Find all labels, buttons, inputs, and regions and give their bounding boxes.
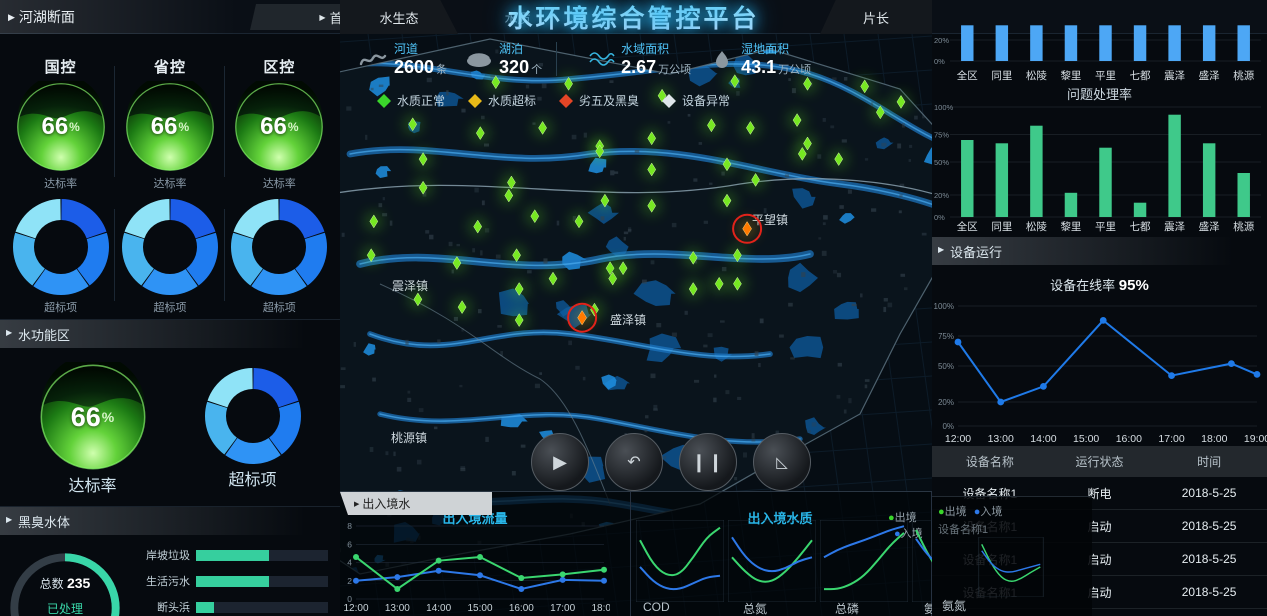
svg-text:100%: 100% xyxy=(934,302,954,311)
svg-text:同里: 同里 xyxy=(991,221,1012,233)
svg-text:6: 6 xyxy=(347,539,352,549)
svg-text:12:00: 12:00 xyxy=(945,433,971,445)
svg-text:桃源: 桃源 xyxy=(1233,220,1255,233)
svg-text:17:00: 17:00 xyxy=(550,603,575,614)
svg-text:75%: 75% xyxy=(934,131,949,140)
svg-text:14:00: 14:00 xyxy=(426,603,451,614)
svg-text:盛泽: 盛泽 xyxy=(1199,220,1221,233)
svg-text:8: 8 xyxy=(347,521,352,531)
svg-text:13:00: 13:00 xyxy=(988,433,1014,445)
svg-text:平里: 平里 xyxy=(1095,70,1116,82)
svg-text:14:00: 14:00 xyxy=(1030,433,1056,445)
svg-text:全区: 全区 xyxy=(957,69,978,82)
svg-text:七都: 七都 xyxy=(1130,70,1152,82)
svg-text:50%: 50% xyxy=(934,158,949,167)
svg-text:盛泽: 盛泽 xyxy=(1199,69,1221,82)
svg-text:18:00: 18:00 xyxy=(591,603,610,614)
svg-text:平里: 平里 xyxy=(1095,221,1116,233)
svg-text:0%: 0% xyxy=(934,57,945,66)
svg-text:0%: 0% xyxy=(942,422,954,431)
svg-text:16:00: 16:00 xyxy=(509,603,534,614)
svg-text:4: 4 xyxy=(347,558,352,568)
svg-text:20%: 20% xyxy=(934,191,949,200)
svg-text:13:00: 13:00 xyxy=(385,603,410,614)
svg-text:0%: 0% xyxy=(934,213,945,222)
svg-text:全区: 全区 xyxy=(957,220,978,233)
svg-text:15:00: 15:00 xyxy=(467,603,492,614)
svg-text:盛泽镇: 盛泽镇 xyxy=(610,312,646,327)
svg-text:同里: 同里 xyxy=(991,70,1012,82)
svg-text:100%: 100% xyxy=(934,103,954,112)
svg-text:15:00: 15:00 xyxy=(1073,433,1099,445)
svg-text:桃源镇: 桃源镇 xyxy=(391,430,427,445)
svg-text:17:00: 17:00 xyxy=(1158,433,1184,445)
svg-text:20%: 20% xyxy=(934,36,949,45)
svg-text:七都: 七都 xyxy=(1130,221,1152,233)
svg-text:黎里: 黎里 xyxy=(1060,69,1081,82)
svg-text:50%: 50% xyxy=(938,362,954,371)
svg-text:2: 2 xyxy=(347,576,352,586)
svg-text:震泽: 震泽 xyxy=(1164,221,1186,233)
svg-text:松陵: 松陵 xyxy=(1026,220,1047,233)
svg-text:16:00: 16:00 xyxy=(1116,433,1142,445)
svg-text:75%: 75% xyxy=(938,332,954,341)
svg-text:20%: 20% xyxy=(938,398,954,407)
svg-text:桃源: 桃源 xyxy=(1233,69,1255,82)
svg-text:松陵: 松陵 xyxy=(1026,69,1047,82)
svg-text:12:00: 12:00 xyxy=(343,603,368,614)
svg-text:18:00: 18:00 xyxy=(1201,433,1227,445)
svg-text:黎里: 黎里 xyxy=(1060,220,1081,233)
svg-text:19:00: 19:00 xyxy=(1244,433,1267,445)
svg-text:震泽: 震泽 xyxy=(1164,70,1186,82)
